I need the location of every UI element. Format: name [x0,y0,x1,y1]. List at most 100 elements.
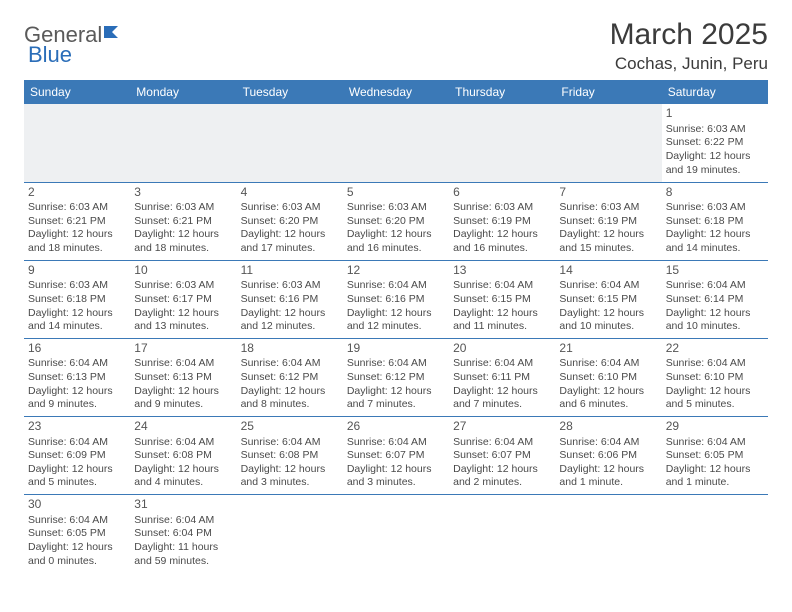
day-number: 7 [559,185,657,201]
weekday-header: Friday [555,80,661,104]
sunset-text: Sunset: 6:21 PM [28,215,126,229]
sunrise-text: Sunrise: 6:04 AM [666,357,764,371]
day-number: 10 [134,263,232,279]
daylight-text: Daylight: 11 hours and 59 minutes. [134,541,232,568]
daylight-text: Daylight: 12 hours and 19 minutes. [666,150,764,177]
calendar-week-row: 23Sunrise: 6:04 AMSunset: 6:09 PMDayligh… [24,416,768,494]
calendar-cell: 24Sunrise: 6:04 AMSunset: 6:08 PMDayligh… [130,416,236,494]
sunset-text: Sunset: 6:22 PM [666,136,764,150]
day-number: 20 [453,341,551,357]
daylight-text: Daylight: 12 hours and 10 minutes. [666,307,764,334]
daylight-text: Daylight: 12 hours and 7 minutes. [347,385,445,412]
day-number: 25 [241,419,339,435]
daylight-text: Daylight: 12 hours and 16 minutes. [347,228,445,255]
calendar-cell: 13Sunrise: 6:04 AMSunset: 6:15 PMDayligh… [449,260,555,338]
weekday-header: Saturday [662,80,768,104]
calendar-cell: 8Sunrise: 6:03 AMSunset: 6:18 PMDaylight… [662,182,768,260]
calendar-table: Sunday Monday Tuesday Wednesday Thursday… [24,80,768,573]
day-number: 23 [28,419,126,435]
sunrise-text: Sunrise: 6:04 AM [134,436,232,450]
day-number: 13 [453,263,551,279]
calendar-cell [237,104,343,182]
sunset-text: Sunset: 6:15 PM [559,293,657,307]
calendar-cell: 29Sunrise: 6:04 AMSunset: 6:05 PMDayligh… [662,416,768,494]
calendar-cell: 22Sunrise: 6:04 AMSunset: 6:10 PMDayligh… [662,338,768,416]
sunset-text: Sunset: 6:10 PM [666,371,764,385]
sunset-text: Sunset: 6:11 PM [453,371,551,385]
daylight-text: Daylight: 12 hours and 6 minutes. [559,385,657,412]
sunrise-text: Sunrise: 6:03 AM [666,123,764,137]
daylight-text: Daylight: 12 hours and 15 minutes. [559,228,657,255]
sunset-text: Sunset: 6:17 PM [134,293,232,307]
daylight-text: Daylight: 12 hours and 14 minutes. [666,228,764,255]
sunrise-text: Sunrise: 6:04 AM [559,279,657,293]
day-number: 14 [559,263,657,279]
day-number: 16 [28,341,126,357]
calendar-cell [449,495,555,573]
logo-text-blue-wrap: Blue [28,42,72,68]
daylight-text: Daylight: 12 hours and 18 minutes. [28,228,126,255]
sunrise-text: Sunrise: 6:04 AM [453,436,551,450]
daylight-text: Daylight: 12 hours and 4 minutes. [134,463,232,490]
logo-text-blue: Blue [28,42,72,67]
day-number: 6 [453,185,551,201]
sunrise-text: Sunrise: 6:03 AM [134,279,232,293]
calendar-cell: 6Sunrise: 6:03 AMSunset: 6:19 PMDaylight… [449,182,555,260]
calendar-cell: 30Sunrise: 6:04 AMSunset: 6:05 PMDayligh… [24,495,130,573]
daylight-text: Daylight: 12 hours and 10 minutes. [559,307,657,334]
day-number: 15 [666,263,764,279]
sunrise-text: Sunrise: 6:04 AM [347,436,445,450]
day-number: 4 [241,185,339,201]
calendar-cell [662,495,768,573]
day-number: 11 [241,263,339,279]
sunset-text: Sunset: 6:20 PM [241,215,339,229]
calendar-cell: 19Sunrise: 6:04 AMSunset: 6:12 PMDayligh… [343,338,449,416]
daylight-text: Daylight: 12 hours and 12 minutes. [347,307,445,334]
day-number: 30 [28,497,126,513]
day-number: 18 [241,341,339,357]
daylight-text: Daylight: 12 hours and 7 minutes. [453,385,551,412]
day-number: 3 [134,185,232,201]
day-number: 19 [347,341,445,357]
calendar-cell: 12Sunrise: 6:04 AMSunset: 6:16 PMDayligh… [343,260,449,338]
sunset-text: Sunset: 6:18 PM [28,293,126,307]
weekday-header: Tuesday [237,80,343,104]
daylight-text: Daylight: 12 hours and 9 minutes. [28,385,126,412]
calendar-cell [237,495,343,573]
sunrise-text: Sunrise: 6:04 AM [559,357,657,371]
sunrise-text: Sunrise: 6:03 AM [241,201,339,215]
day-number: 27 [453,419,551,435]
sunset-text: Sunset: 6:05 PM [666,449,764,463]
weekday-header-row: Sunday Monday Tuesday Wednesday Thursday… [24,80,768,104]
calendar-week-row: 1Sunrise: 6:03 AMSunset: 6:22 PMDaylight… [24,104,768,182]
calendar-cell: 16Sunrise: 6:04 AMSunset: 6:13 PMDayligh… [24,338,130,416]
weekday-header: Thursday [449,80,555,104]
sunset-text: Sunset: 6:12 PM [241,371,339,385]
sunset-text: Sunset: 6:16 PM [347,293,445,307]
sunrise-text: Sunrise: 6:03 AM [666,201,764,215]
calendar-cell: 1Sunrise: 6:03 AMSunset: 6:22 PMDaylight… [662,104,768,182]
sunrise-text: Sunrise: 6:04 AM [28,514,126,528]
calendar-cell: 20Sunrise: 6:04 AMSunset: 6:11 PMDayligh… [449,338,555,416]
day-number: 1 [666,106,764,122]
sunrise-text: Sunrise: 6:03 AM [28,201,126,215]
sunrise-text: Sunrise: 6:04 AM [559,436,657,450]
sunrise-text: Sunrise: 6:04 AM [453,279,551,293]
sunrise-text: Sunrise: 6:03 AM [347,201,445,215]
calendar-cell: 25Sunrise: 6:04 AMSunset: 6:08 PMDayligh… [237,416,343,494]
day-number: 21 [559,341,657,357]
sunset-text: Sunset: 6:05 PM [28,527,126,541]
daylight-text: Daylight: 12 hours and 17 minutes. [241,228,339,255]
calendar-cell: 5Sunrise: 6:03 AMSunset: 6:20 PMDaylight… [343,182,449,260]
calendar-cell: 18Sunrise: 6:04 AMSunset: 6:12 PMDayligh… [237,338,343,416]
sunset-text: Sunset: 6:13 PM [134,371,232,385]
day-number: 28 [559,419,657,435]
sunset-text: Sunset: 6:07 PM [347,449,445,463]
sunrise-text: Sunrise: 6:04 AM [134,357,232,371]
daylight-text: Daylight: 12 hours and 3 minutes. [347,463,445,490]
calendar-cell [449,104,555,182]
sunset-text: Sunset: 6:18 PM [666,215,764,229]
sunset-text: Sunset: 6:08 PM [134,449,232,463]
calendar-week-row: 9Sunrise: 6:03 AMSunset: 6:18 PMDaylight… [24,260,768,338]
sunset-text: Sunset: 6:15 PM [453,293,551,307]
